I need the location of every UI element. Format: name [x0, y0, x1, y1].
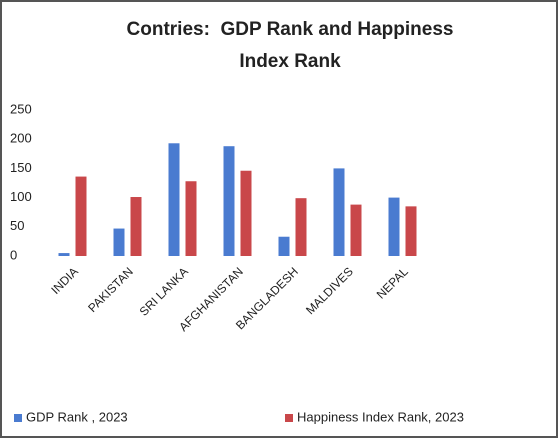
bar	[223, 146, 235, 256]
bar	[185, 181, 197, 256]
legend-swatch	[285, 414, 293, 422]
legend-label: Happiness Index Rank, 2023	[297, 409, 464, 424]
bar	[405, 206, 417, 256]
bar	[58, 253, 70, 256]
y-tick-label: 250	[10, 101, 32, 116]
y-tick-label: 0	[10, 247, 17, 262]
bar	[130, 197, 142, 256]
bar	[388, 197, 400, 256]
bar	[75, 176, 87, 256]
y-tick-label: 50	[10, 218, 24, 233]
bar	[168, 143, 180, 256]
bar	[113, 228, 125, 256]
chart-title: Index Rank	[239, 51, 341, 72]
chart-title: Contries: GDP Rank and Happiness	[127, 19, 454, 40]
bar	[278, 236, 290, 256]
y-tick-label: 200	[10, 131, 32, 146]
bar	[295, 198, 307, 256]
y-tick-label: 150	[10, 160, 32, 175]
bar	[350, 204, 362, 256]
legend-swatch	[14, 414, 22, 422]
legend-label: GDP Rank , 2023	[26, 409, 128, 424]
bar	[333, 168, 345, 256]
bar	[240, 170, 252, 256]
y-tick-label: 100	[10, 189, 32, 204]
